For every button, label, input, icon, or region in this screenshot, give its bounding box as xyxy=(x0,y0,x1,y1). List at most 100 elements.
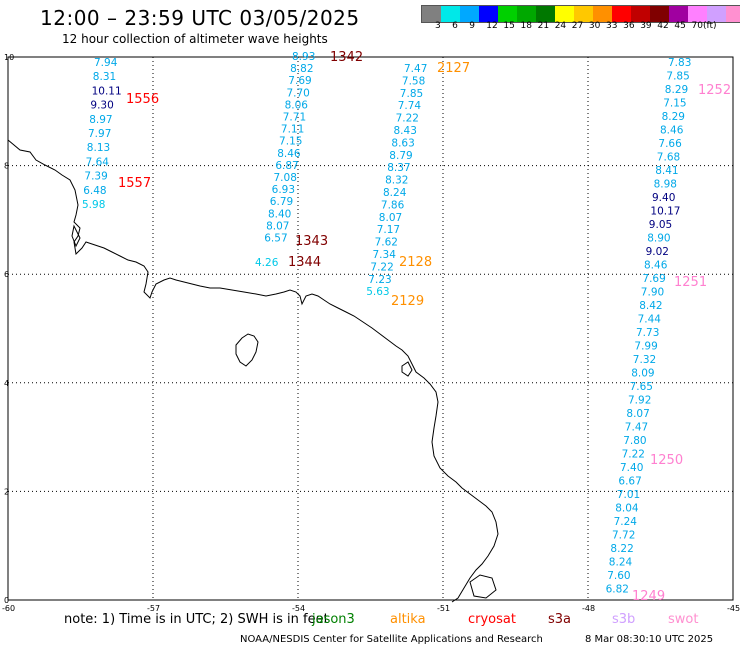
legend-swatch xyxy=(479,6,498,22)
wave-height-value: 6.57 xyxy=(264,233,287,245)
wave-height-value: 7.85 xyxy=(666,71,689,83)
legend-swatch xyxy=(498,6,517,22)
wave-height-value: 8.24 xyxy=(383,187,407,199)
wave-height-value: 7.32 xyxy=(633,354,656,366)
x-tick-label: -60 xyxy=(2,604,15,613)
wave-height-value: 7.92 xyxy=(628,395,651,407)
map-grid: -60 -57 -54 -51 -48 -45 0 2 4 6 8 10 xyxy=(2,53,740,613)
legend-label: 36 xyxy=(623,21,635,31)
wave-height-value: 7.11 xyxy=(281,124,304,136)
pass-id-label: 1556 xyxy=(126,92,159,107)
y-tick-label: 2 xyxy=(4,487,9,496)
color-legend xyxy=(421,5,740,23)
legend-label: 33 xyxy=(606,21,618,31)
x-tick-label: -51 xyxy=(437,604,450,613)
legend-label: 27 xyxy=(571,21,584,31)
wave-height-value: 7.15 xyxy=(279,136,302,148)
estuary-left xyxy=(71,224,81,248)
wave-height-value: 7.72 xyxy=(612,530,635,542)
credit-line: NOAA/NESDIS Center for Satellite Applica… xyxy=(240,634,543,645)
pass-id-label: 2129 xyxy=(391,294,424,309)
wave-height-value: 8.29 xyxy=(662,111,685,123)
island-marajo xyxy=(235,333,259,367)
satellite-name: swot xyxy=(668,612,699,627)
timestamp: 8 Mar 08:30:10 UTC 2025 xyxy=(585,634,714,645)
pass-id-label: 1557 xyxy=(118,176,151,191)
satellite-name: s3b xyxy=(612,612,636,627)
wave-height-value: 8.22 xyxy=(610,543,633,555)
coastline xyxy=(7,139,499,603)
satellite-name: cryosat xyxy=(468,612,516,627)
legend-label: 30 xyxy=(588,21,601,31)
footnote: note: 1) Time is in UTC; 2) SWH is in fe… xyxy=(64,612,329,627)
wave-height-value: 7.60 xyxy=(607,570,630,582)
pass-id-label: 1250 xyxy=(650,453,683,468)
wave-height-value: 8.07 xyxy=(266,220,289,232)
wave-height-value: 7.34 xyxy=(373,249,397,261)
legend-swatch xyxy=(612,6,631,22)
wave-height-value: 7.40 xyxy=(620,462,643,474)
wave-height-value: 8.46 xyxy=(644,260,668,272)
wave-height-value: 6.67 xyxy=(618,476,641,488)
wave-height-value: 7.08 xyxy=(274,172,297,184)
wave-height-value: 8.24 xyxy=(609,557,633,569)
satellite-name: jason3 xyxy=(312,612,355,627)
pass-id-label: 1343 xyxy=(295,234,328,249)
wave-height-value: 8.04 xyxy=(615,503,639,515)
wave-height-value: 7.44 xyxy=(638,314,662,326)
wave-height-value: 7.74 xyxy=(398,100,422,112)
wave-height-value: 8.40 xyxy=(268,208,291,220)
wave-height-value: 8.09 xyxy=(631,368,654,380)
wave-height-value: 8.46 xyxy=(277,148,301,160)
wave-height-value: 8.37 xyxy=(387,162,410,174)
wave-height-value: 7.15 xyxy=(663,98,686,110)
legend-swatch xyxy=(688,6,707,22)
island-delta xyxy=(469,574,497,599)
island-small xyxy=(401,361,413,377)
legend-swatch xyxy=(460,6,479,22)
wave-height-value: 7.86 xyxy=(381,199,405,211)
wave-height-value: 8.93 xyxy=(292,51,315,63)
x-tick-label: -45 xyxy=(727,604,740,613)
y-tick-label: 8 xyxy=(4,162,9,171)
wave-height-value: 9.40 xyxy=(652,192,675,204)
wave-height-value: 7.97 xyxy=(88,128,111,140)
wave-height-value: 7.85 xyxy=(400,88,423,100)
wave-height-value: 8.41 xyxy=(655,165,678,177)
wave-height-value: 8.06 xyxy=(285,99,309,111)
wave-height-value: 7.22 xyxy=(370,261,393,273)
wave-height-value: 10.11 xyxy=(92,85,122,97)
wave-height-value: 7.99 xyxy=(634,341,657,353)
wave-height-value: 6.79 xyxy=(270,196,293,208)
legend-label: 15 xyxy=(503,21,515,31)
wave-height-value: 7.80 xyxy=(623,435,646,447)
wave-height-value: 7.64 xyxy=(86,156,110,168)
wave-height-value: 7.23 xyxy=(368,274,391,286)
x-tick-label: -57 xyxy=(147,604,160,613)
wave-height-value: 7.58 xyxy=(402,75,425,87)
x-tick-label: -54 xyxy=(292,604,305,613)
wave-height-value: 7.90 xyxy=(641,287,664,299)
pass-id-label: 1251 xyxy=(674,275,707,290)
legend-label: 12 xyxy=(486,21,498,31)
wave-height-value: 9.02 xyxy=(646,246,669,258)
legend-swatch xyxy=(726,6,740,22)
wave-height-value: 7.69 xyxy=(642,273,665,285)
legend-swatch xyxy=(631,6,650,22)
legend-label: 24 xyxy=(554,21,567,31)
wave-height-value: 7.47 xyxy=(404,63,427,75)
legend-label: 3 xyxy=(435,21,441,31)
legend-label: 6 xyxy=(452,21,458,31)
page-title: 12:00 – 23:59 UTC 03/05/2025 xyxy=(40,6,360,30)
wave-height-value: 7.39 xyxy=(84,171,107,183)
wave-height-value: 4.26 xyxy=(255,257,279,269)
legend-swatch xyxy=(517,6,536,22)
wave-height-value: 7.24 xyxy=(614,516,638,528)
wave-height-value: 8.63 xyxy=(391,137,414,149)
wave-height-value: 7.22 xyxy=(622,449,645,461)
coastline-path xyxy=(7,139,499,603)
wave-height-value: 8.29 xyxy=(665,84,688,96)
legend-swatch xyxy=(536,6,555,22)
wave-height-value: 8.13 xyxy=(87,142,110,154)
